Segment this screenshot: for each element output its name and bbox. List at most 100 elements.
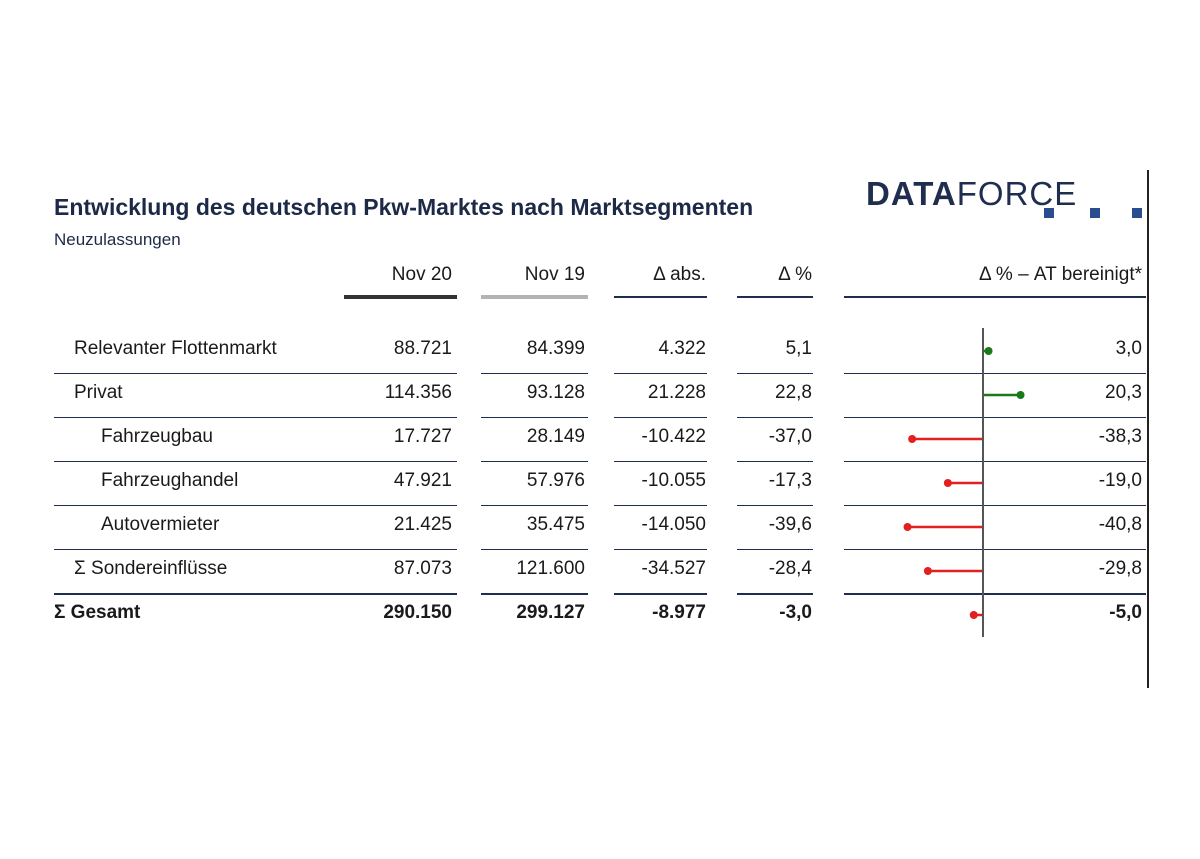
- row-separator: [614, 461, 707, 462]
- logo-square-1: [1044, 208, 1054, 218]
- cell-delta-at: 3,0: [1115, 338, 1142, 359]
- cell-nov19: 93.128: [526, 382, 585, 403]
- row-separator: [54, 593, 346, 595]
- row-separator: [737, 417, 813, 418]
- cell-nov20: 21.425: [393, 514, 452, 535]
- cell-nov20: 114.356: [384, 382, 452, 403]
- row-separator: [844, 461, 1146, 462]
- row-separator: [844, 417, 1146, 418]
- header-line-delta-pct: [737, 296, 813, 298]
- row-separator: [481, 373, 588, 374]
- header-line-delta-at: [844, 296, 1146, 298]
- header-nov20: Nov 20: [391, 264, 452, 285]
- cell-delta-pct: -28,4: [768, 558, 812, 579]
- row-separator: [344, 549, 457, 550]
- header-bar-nov19: [481, 295, 588, 299]
- row-separator: [844, 373, 1146, 374]
- header-nov19: Nov 19: [524, 264, 585, 285]
- cell-delta-pct: 5,1: [785, 338, 812, 359]
- row-label: Autovermieter: [101, 514, 220, 535]
- cell-nov19: 35.475: [526, 514, 585, 535]
- lollipop-dot: [984, 347, 993, 355]
- cell-nov20: 88.721: [393, 338, 452, 359]
- cell-nov20: 47.921: [393, 470, 452, 491]
- cell-delta-abs: -10.055: [641, 470, 706, 491]
- header-delta-at: Δ % – AT bereinigt*: [978, 264, 1142, 285]
- cell-delta-abs: -34.527: [641, 558, 706, 579]
- row-separator: [844, 593, 1146, 595]
- cell-delta-pct: 22,8: [775, 382, 812, 403]
- row-separator: [481, 461, 588, 462]
- cell-delta-pct: -39,6: [768, 514, 812, 535]
- row-label: Fahrzeugbau: [101, 426, 213, 447]
- row-separator: [481, 505, 588, 506]
- row-label: Relevanter Flottenmarkt: [74, 338, 277, 359]
- row-separator: [344, 417, 457, 418]
- cell-delta-abs: -14.050: [641, 514, 706, 535]
- row-separator: [344, 373, 457, 374]
- cell-nov20: 17.727: [393, 426, 452, 447]
- row-separator: [481, 593, 588, 595]
- row-separator: [344, 505, 457, 506]
- cell-nov20: 87.073: [393, 558, 452, 579]
- row-separator: [737, 593, 813, 595]
- logo-text-data: DATA: [866, 175, 957, 212]
- header-line-delta-abs: [614, 296, 707, 298]
- cell-delta-abs: -10.422: [641, 426, 706, 447]
- row-separator: [54, 461, 346, 462]
- row-separator: [737, 373, 813, 374]
- cell-delta-pct: -3,0: [779, 602, 812, 623]
- row-separator: [54, 417, 346, 418]
- cell-delta-abs: 4.322: [658, 338, 706, 359]
- lollipop-dot: [969, 611, 978, 619]
- cell-delta-at: 20,3: [1105, 382, 1142, 403]
- header-delta-abs: Δ abs.: [653, 264, 706, 285]
- row-separator: [344, 461, 457, 462]
- lollipop-dot: [903, 523, 912, 531]
- lollipop-dot: [1016, 391, 1025, 399]
- lollipop-dot: [943, 479, 952, 487]
- row-separator: [737, 505, 813, 506]
- cell-delta-abs: -8.977: [652, 602, 706, 623]
- cell-delta-at: -19,0: [1098, 470, 1142, 491]
- cell-nov20: 290.150: [383, 602, 452, 623]
- row-separator: [54, 373, 346, 374]
- lollipop-dot: [923, 567, 932, 575]
- row-separator: [614, 373, 707, 374]
- row-separator: [614, 593, 707, 595]
- row-separator: [344, 593, 457, 595]
- row-separator: [614, 417, 707, 418]
- header-bar-nov20: [344, 295, 457, 299]
- cell-delta-abs: 21.228: [647, 382, 706, 403]
- row-label: Fahrzeughandel: [101, 470, 239, 491]
- row-separator: [54, 549, 346, 550]
- lollipop-dot: [908, 435, 917, 443]
- row-separator: [737, 549, 813, 550]
- cell-nov19: 28.149: [526, 426, 585, 447]
- right-border-line: [1147, 170, 1149, 688]
- row-label: Σ Sondereinflüsse: [74, 558, 228, 579]
- row-separator: [737, 461, 813, 462]
- cell-nov19: 57.976: [526, 470, 585, 491]
- row-separator: [614, 505, 707, 506]
- cell-delta-pct: -37,0: [768, 426, 812, 447]
- logo-text-force: FORCE: [956, 175, 1078, 212]
- cell-nov19: 84.399: [526, 338, 585, 359]
- cell-delta-at: -38,3: [1098, 426, 1142, 447]
- header-delta-pct: Δ %: [778, 264, 812, 285]
- row-separator: [481, 417, 588, 418]
- cell-delta-at: -29,8: [1098, 558, 1142, 579]
- dataforce-logo: DATAFORCE: [866, 175, 1077, 213]
- row-separator: [54, 505, 346, 506]
- row-separator: [844, 505, 1146, 506]
- row-separator: [614, 549, 707, 550]
- logo-square-3: [1132, 208, 1142, 218]
- cell-delta-at: -40,8: [1098, 514, 1142, 535]
- logo-square-2: [1090, 208, 1100, 218]
- row-label: Privat: [74, 382, 123, 403]
- cell-nov19: 121.600: [516, 558, 585, 579]
- cell-delta-pct: -17,3: [768, 470, 812, 491]
- cell-nov19: 299.127: [516, 602, 585, 623]
- row-separator: [481, 549, 588, 550]
